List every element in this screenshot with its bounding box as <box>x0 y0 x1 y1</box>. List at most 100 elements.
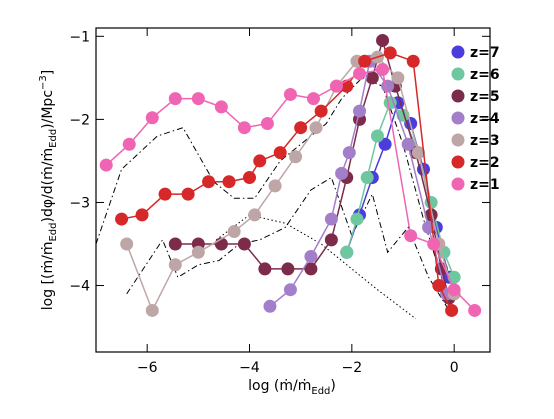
x-tick-label: −6 <box>137 360 158 376</box>
point <box>227 225 241 239</box>
point <box>158 187 172 201</box>
series-line <box>126 56 455 313</box>
point <box>304 262 318 276</box>
point <box>222 175 236 189</box>
x-label-part: log (ṁ/ṁ <box>248 378 311 394</box>
plot-frame <box>95 27 491 353</box>
point <box>411 146 425 160</box>
x-axis-label: log (ṁ/ṁEdd) <box>248 378 336 397</box>
legend-marker <box>451 177 465 191</box>
legend-marker <box>451 89 465 103</box>
y-label-part: Edd <box>48 129 59 148</box>
point <box>283 87 297 101</box>
point <box>115 212 129 226</box>
point <box>427 237 441 251</box>
y-label-part: ] <box>40 70 56 75</box>
point <box>304 249 318 263</box>
y-axis-label: log [(ṁ/ṁEdd)dφ/d(ṁ/ṁEdd)/Mpc−3] <box>38 70 59 310</box>
point <box>260 117 274 131</box>
point <box>340 245 354 259</box>
point <box>370 129 384 143</box>
point <box>253 154 267 168</box>
legend-label: z=2 <box>470 155 500 171</box>
y-tick-label: −4 <box>69 279 90 295</box>
point <box>376 63 390 77</box>
point <box>237 121 251 135</box>
reference-line <box>215 214 417 320</box>
point <box>99 158 113 172</box>
point <box>281 262 295 276</box>
x-tick-label: −4 <box>239 360 260 376</box>
point <box>445 303 459 317</box>
point <box>468 303 482 317</box>
y-label-part: )dφ/d(ṁ/ṁ <box>40 148 56 223</box>
legend-label: z=1 <box>470 177 500 193</box>
point <box>263 299 277 313</box>
y-tick-label: −1 <box>69 29 90 45</box>
point <box>378 137 392 151</box>
point <box>306 92 320 106</box>
point <box>283 283 297 297</box>
point <box>447 283 461 297</box>
point <box>335 166 349 180</box>
series-line <box>269 59 448 307</box>
x-label-part: Edd <box>311 386 330 397</box>
y-label-part: log [(ṁ/ṁ <box>40 242 56 311</box>
y-tick-label: −3 <box>69 195 90 211</box>
x-label-part: ) <box>330 378 335 394</box>
point <box>135 208 149 222</box>
legend-marker <box>451 133 465 147</box>
point <box>314 104 328 118</box>
point <box>391 71 405 85</box>
reference-line <box>126 176 450 311</box>
x-tick-label: 0 <box>450 360 459 376</box>
point <box>432 279 446 293</box>
point <box>191 245 205 259</box>
point <box>358 54 372 68</box>
point <box>360 171 374 185</box>
point <box>120 237 134 251</box>
point <box>289 150 303 164</box>
point <box>268 179 282 193</box>
legend-label: z=4 <box>470 111 500 127</box>
legend-marker <box>451 155 465 169</box>
point <box>214 100 228 114</box>
point <box>324 233 338 247</box>
point <box>342 146 356 160</box>
reference-line <box>95 77 445 286</box>
point <box>248 208 262 222</box>
point <box>258 262 272 276</box>
legend-marker <box>451 45 465 59</box>
x-tick-label: −2 <box>342 360 363 376</box>
point <box>353 104 367 118</box>
legend-label: z=7 <box>470 45 500 61</box>
y-label-part: )/Mpc <box>40 90 56 129</box>
point <box>237 237 251 251</box>
point <box>376 33 390 47</box>
point <box>383 46 397 60</box>
point <box>273 146 287 160</box>
point <box>365 71 379 85</box>
point <box>243 171 257 185</box>
point <box>168 92 182 106</box>
legend-label: z=5 <box>470 89 500 105</box>
point <box>406 54 420 68</box>
legend-label: z=6 <box>470 67 500 83</box>
point <box>401 137 415 151</box>
series-line <box>346 101 455 278</box>
point <box>168 237 182 251</box>
point <box>191 92 205 106</box>
point <box>181 187 195 201</box>
point <box>202 175 216 189</box>
point <box>122 137 136 151</box>
point <box>168 258 182 272</box>
point <box>350 212 364 226</box>
y-label-part: −3 <box>38 75 49 90</box>
point <box>404 229 418 243</box>
point <box>381 79 395 93</box>
point <box>353 67 367 81</box>
y-label-part: Edd <box>48 223 59 242</box>
point <box>309 121 323 135</box>
